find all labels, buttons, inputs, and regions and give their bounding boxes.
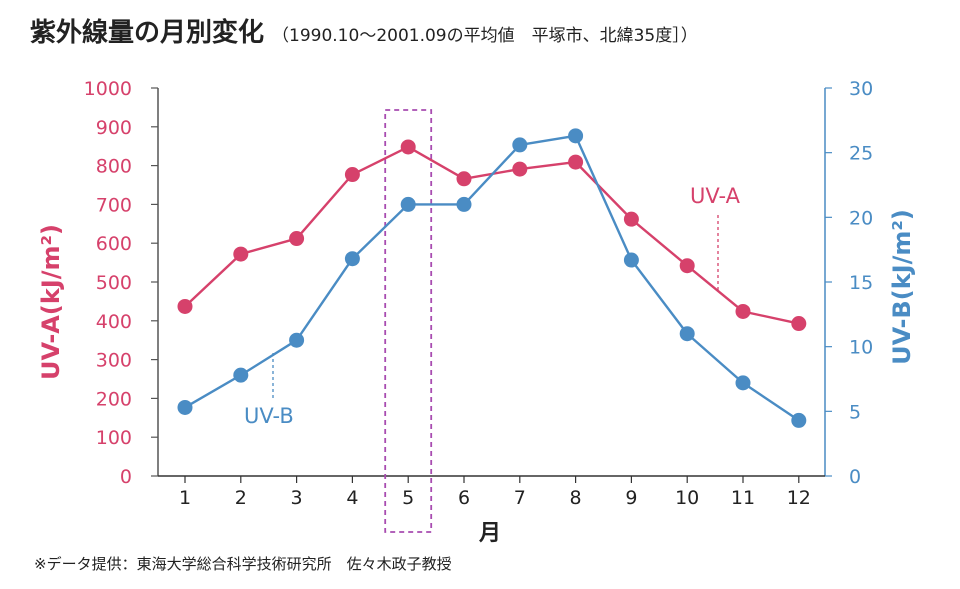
x-tick-label: 8 xyxy=(570,487,582,509)
uv-b-series-label: UV-B xyxy=(244,404,294,428)
left-tick-label: 0 xyxy=(120,466,132,488)
right-tick-label: 0 xyxy=(849,466,861,488)
uv-a-point xyxy=(177,298,193,314)
uv-b-point xyxy=(289,332,305,348)
left-tick-label: 1000 xyxy=(84,78,132,100)
x-tick-label: 7 xyxy=(514,487,526,509)
uv-a-point xyxy=(233,246,249,262)
series-layer xyxy=(177,128,807,428)
right-axis-title: UV-B(kJ/m²) xyxy=(888,209,916,365)
data-source-note: ※データ提供：東海大学総合科学技術研究所 佐々木政子教授 xyxy=(34,555,452,573)
uv-a-point xyxy=(623,211,639,227)
right-tick-label: 5 xyxy=(849,401,861,423)
uv-a-point xyxy=(344,167,360,183)
right-tick-label: 10 xyxy=(849,337,873,359)
x-axis-ticks: 1 2 3 4 5 6 7 8 9 10 11 12 xyxy=(179,476,811,509)
uv-b-point xyxy=(344,251,360,267)
x-axis-title: 月 xyxy=(478,521,501,546)
uv-a-point xyxy=(456,171,472,187)
chart-title: 紫外線量の月別変化 xyxy=(30,18,265,48)
left-tick-label: 600 xyxy=(96,233,132,255)
left-axis-title: UV-A(kJ/m²) xyxy=(37,224,65,380)
uv-b-point xyxy=(735,375,751,391)
uv-b-point xyxy=(177,399,193,415)
uv-a-point xyxy=(568,154,584,170)
label-layer: UV-A(kJ/m²) UV-B(kJ/m²) 月 UV-A UV-B xyxy=(37,184,916,546)
right-tick-label: 25 xyxy=(849,143,873,165)
left-tick-label: 200 xyxy=(96,388,132,410)
left-tick-label: 700 xyxy=(96,194,132,216)
right-tick-label: 30 xyxy=(849,78,873,100)
uv-a-point xyxy=(679,258,695,274)
uv-a-point xyxy=(289,231,305,247)
right-tick-label: 15 xyxy=(849,272,873,294)
left-tick-label: 400 xyxy=(96,311,132,333)
left-tick-label: 800 xyxy=(96,156,132,178)
uv-b-point xyxy=(456,196,472,212)
uv-a-point xyxy=(512,161,528,177)
highlight-layer xyxy=(384,109,433,533)
uv-b-point xyxy=(568,128,584,144)
uv-a-series-label: UV-A xyxy=(690,184,741,208)
left-axis-ticks: 0 100 200 300 400 500 600 700 800 900 1000 xyxy=(84,78,158,488)
right-axis-ticks: 0 5 10 15 20 25 30 xyxy=(825,78,873,488)
highlight-box-may xyxy=(384,109,433,533)
x-tick-label: 5 xyxy=(402,487,414,509)
x-tick-label: 1 xyxy=(179,487,191,509)
x-tick-label: 4 xyxy=(346,487,358,509)
uv-b-series-line xyxy=(184,134,800,422)
uv-b-point xyxy=(512,137,528,153)
uv-b-point xyxy=(400,196,416,212)
x-tick-label: 9 xyxy=(625,487,637,509)
x-tick-label: 11 xyxy=(731,487,755,509)
x-tick-label: 3 xyxy=(291,487,303,509)
left-tick-label: 100 xyxy=(96,427,132,449)
uv-b-point xyxy=(679,326,695,342)
left-tick-label: 300 xyxy=(96,350,132,372)
x-tick-label: 10 xyxy=(675,487,699,509)
left-tick-label: 900 xyxy=(96,117,132,139)
chart-subtitle: （1990.10〜2001.09の平均値 平塚市、北緯35度］） xyxy=(272,26,698,46)
x-tick-label: 12 xyxy=(787,487,811,509)
uv-b-point xyxy=(623,252,639,268)
chart-title-block: 紫外線量の月別変化 （1990.10〜2001.09の平均値 平塚市、北緯35度］… xyxy=(30,12,698,49)
uv-a-point xyxy=(400,139,416,155)
x-tick-label: 6 xyxy=(458,487,470,509)
uv-a-point xyxy=(735,303,751,319)
x-tick-label: 2 xyxy=(235,487,247,509)
uv-b-point xyxy=(233,367,249,383)
uv-a-point xyxy=(791,316,807,332)
left-tick-label: 500 xyxy=(96,272,132,294)
right-tick-label: 20 xyxy=(849,207,873,229)
uv-b-point xyxy=(791,412,807,428)
